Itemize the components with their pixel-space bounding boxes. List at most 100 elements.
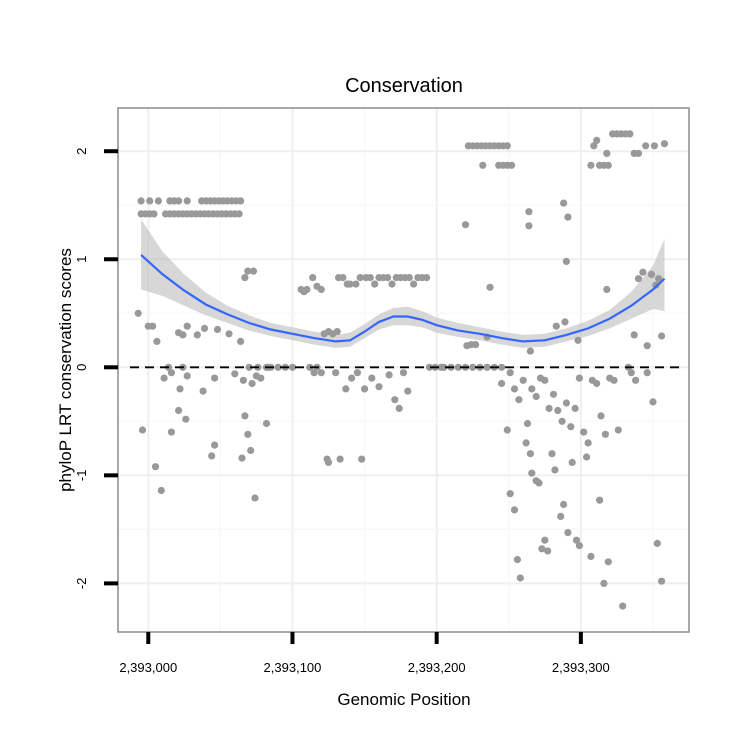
data-point	[479, 161, 487, 169]
data-point	[525, 208, 533, 216]
data-point	[549, 390, 558, 398]
x-axis-label: Genomic Position	[337, 690, 470, 709]
data-point	[560, 199, 568, 207]
data-point	[515, 396, 523, 404]
data-point	[519, 376, 527, 384]
data-point	[425, 363, 434, 371]
data-point	[486, 283, 494, 291]
data-point	[603, 149, 611, 157]
data-point	[506, 369, 514, 377]
data-point	[626, 130, 634, 138]
data-point	[652, 281, 660, 289]
data-point	[405, 274, 413, 282]
data-point	[454, 363, 462, 371]
data-point	[614, 426, 622, 434]
data-point	[523, 419, 532, 428]
data-point	[248, 379, 256, 388]
data-point	[239, 376, 247, 384]
data-point	[554, 406, 562, 415]
data-point	[160, 374, 168, 382]
data-point	[552, 322, 560, 330]
data-point	[522, 439, 530, 447]
data-point	[213, 325, 222, 334]
data-point	[310, 369, 318, 377]
data-point	[510, 506, 519, 514]
data-point	[508, 161, 516, 169]
data-point	[175, 406, 183, 415]
data-point	[642, 142, 650, 150]
data-point	[179, 331, 187, 339]
data-point	[146, 197, 154, 205]
smooth-line-layer	[140, 254, 666, 343]
data-point	[199, 387, 207, 395]
data-point	[593, 136, 601, 144]
data-point	[634, 275, 643, 283]
data-point	[303, 285, 311, 294]
data-point	[309, 274, 317, 282]
data-point	[183, 322, 191, 330]
data-point	[352, 280, 360, 288]
data-point	[182, 415, 190, 423]
data-point	[548, 450, 556, 458]
data-point	[336, 455, 344, 463]
data-point	[472, 341, 480, 349]
data-point	[225, 330, 233, 338]
x-tick-label: 2,393,200	[408, 660, 466, 675]
data-point	[596, 496, 604, 504]
data-point	[526, 450, 535, 458]
confidence-band	[141, 219, 665, 348]
data-point	[603, 285, 611, 294]
data-point	[564, 213, 572, 221]
data-point	[541, 376, 549, 384]
data-point	[627, 369, 635, 377]
data-point	[410, 280, 418, 288]
data-point	[510, 385, 519, 393]
data-point	[551, 466, 559, 474]
data-point	[157, 486, 165, 495]
data-point	[358, 455, 366, 463]
data-point	[567, 423, 575, 431]
data-point	[238, 454, 246, 462]
data-point	[183, 372, 191, 380]
data-point	[149, 322, 157, 330]
data-point	[348, 374, 356, 382]
data-point	[655, 275, 663, 283]
data-point	[404, 387, 412, 395]
data-point	[643, 342, 651, 350]
data-point	[541, 536, 549, 544]
data-point	[528, 385, 536, 393]
data-point	[503, 142, 511, 150]
x-tick-label: 2,393,000	[119, 660, 177, 675]
y-axis-label: phyloP LRT conservation scores	[56, 248, 75, 492]
data-point	[619, 602, 627, 610]
data-point	[317, 369, 325, 377]
data-point	[366, 274, 374, 282]
data-point	[562, 257, 571, 265]
x-axis-ticks: 2,393,000 2,393,100 2,393,200 2,393,300	[119, 632, 610, 675]
data-point	[498, 363, 506, 371]
data-point	[574, 336, 582, 344]
data-point	[138, 426, 147, 434]
data-point	[368, 374, 376, 382]
y-tick-label: 1	[74, 256, 89, 263]
data-point	[200, 324, 209, 332]
data-point	[568, 458, 576, 466]
data-point	[604, 558, 612, 566]
data-point	[632, 376, 640, 384]
data-point	[241, 274, 249, 282]
data-point	[558, 417, 566, 425]
data-point	[503, 426, 511, 434]
data-point	[649, 398, 657, 406]
data-point	[461, 221, 470, 229]
data-point	[183, 197, 191, 205]
y-axis-ticks: -2 -1 0 1 2	[74, 148, 118, 589]
x-tick-label: 2,393,100	[264, 660, 322, 675]
data-point	[375, 383, 383, 391]
data-point	[391, 396, 399, 404]
data-point	[237, 337, 245, 345]
data-point	[525, 222, 533, 230]
data-point	[235, 210, 243, 218]
data-point	[571, 404, 579, 412]
data-point	[575, 374, 584, 382]
